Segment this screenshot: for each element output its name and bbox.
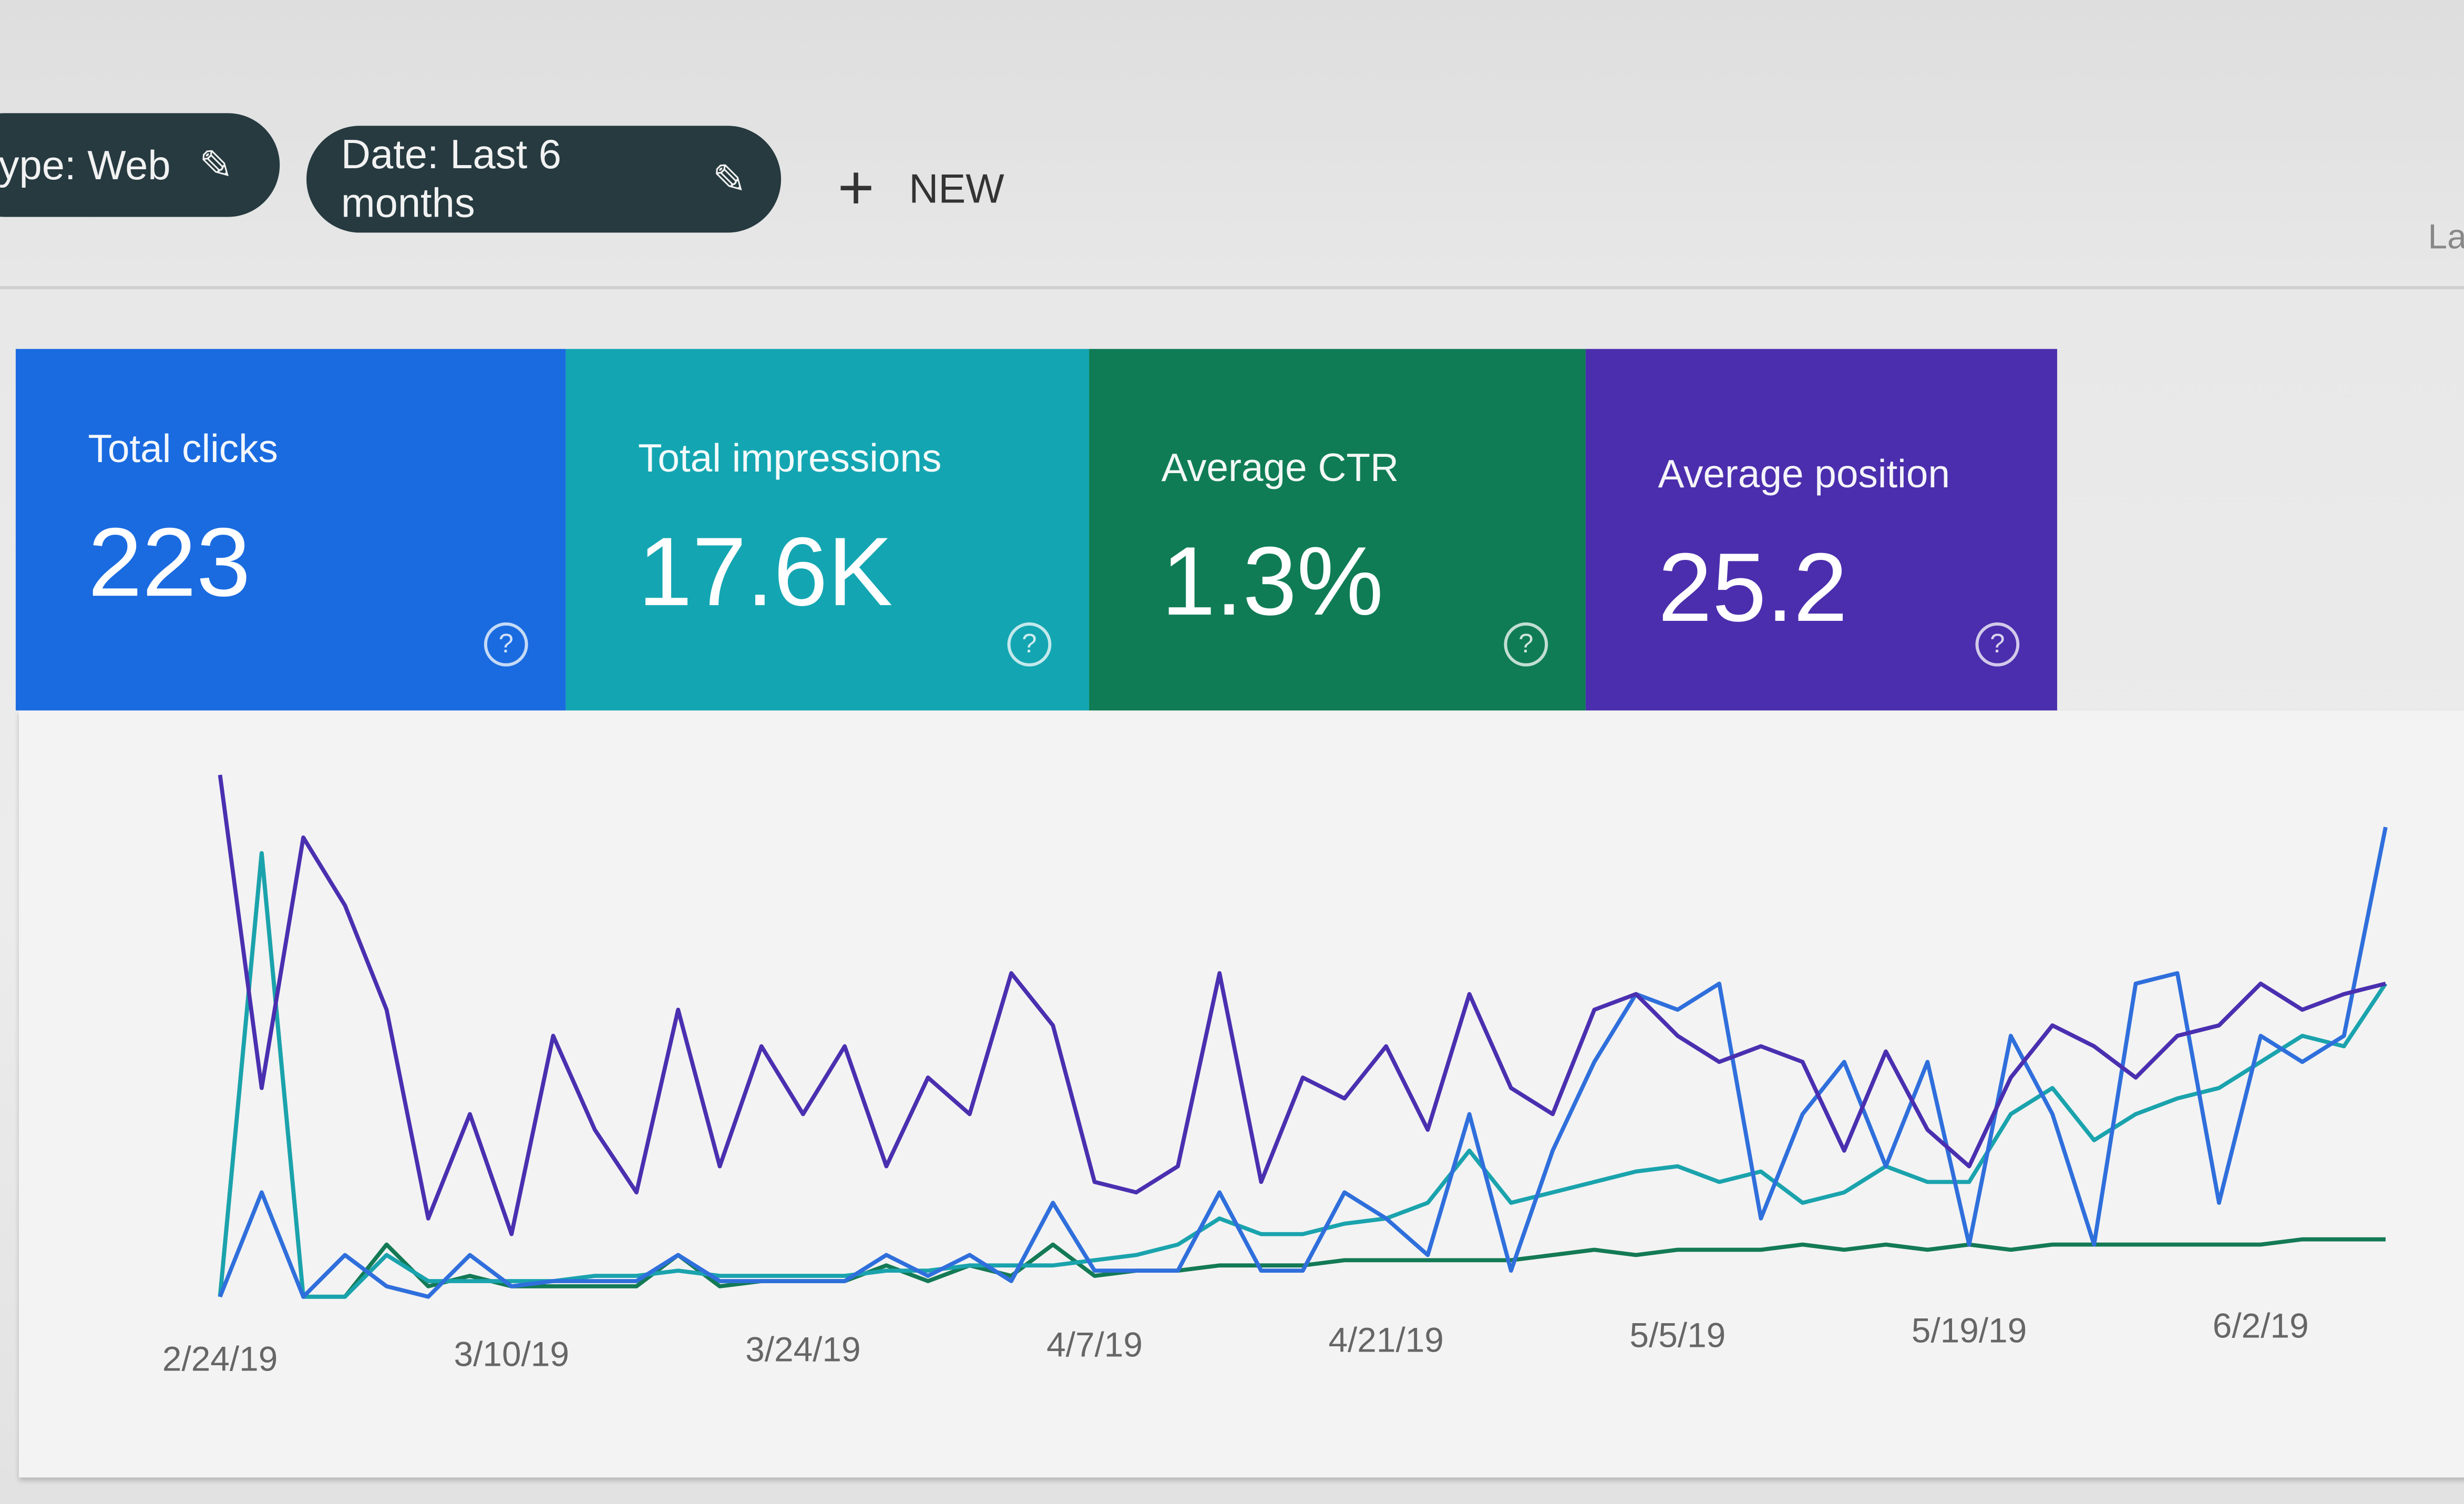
metric-label: Average position	[1658, 453, 1950, 497]
help-icon[interactable]: ?	[1504, 622, 1548, 667]
metric-label: Average CTR	[1161, 446, 1399, 490]
metric-card-total-impressions[interactable]: Total impressions 17.6K ?	[566, 349, 1090, 711]
truncated-label: La	[2428, 217, 2464, 257]
metric-label: Total impressions	[638, 437, 942, 481]
metric-card-average-ctr[interactable]: Average CTR 1.3% ?	[1089, 349, 1586, 711]
plus-icon: +	[837, 154, 875, 223]
x-tick-label: 3/10/19	[454, 1334, 569, 1373]
help-icon[interactable]: ?	[1975, 622, 2020, 667]
series-line-average-ctr	[218, 851, 2386, 1299]
pencil-icon[interactable]: ✎	[712, 155, 747, 202]
x-tick-label: 4/21/19	[1328, 1320, 1443, 1359]
filter-bar: type: Web ✎ Date: Last 6 months ✎ + NEW …	[0, 0, 2464, 290]
metric-value: 17.6K	[638, 518, 893, 628]
help-icon[interactable]: ?	[484, 622, 528, 667]
series-line-average-position	[218, 774, 2386, 1236]
x-tick-label: 4/7/19	[1046, 1325, 1143, 1364]
new-filter-button[interactable]: + NEW	[838, 157, 1004, 220]
metric-label: Total clicks	[88, 427, 278, 472]
x-tick-label: 2/24/19	[162, 1339, 278, 1378]
metric-value: 25.2	[1658, 534, 1848, 643]
series-line-total-clicks	[218, 826, 2388, 1299]
chip-label: type: Web	[0, 140, 171, 188]
date-filter-chip[interactable]: Date: Last 6 months ✎	[306, 126, 782, 233]
pencil-icon[interactable]: ✎	[199, 140, 233, 188]
metric-value: 223	[88, 509, 251, 618]
metric-value: 1.3%	[1161, 528, 1384, 637]
chip-label: Date: Last 6 months	[341, 130, 562, 227]
series-line-total-impressions	[218, 851, 2388, 1299]
new-label: NEW	[909, 164, 1004, 212]
search-type-filter-chip[interactable]: type: Web ✎	[0, 113, 280, 217]
x-tick-label: 5/19/19	[1912, 1311, 2027, 1349]
performance-line-chart[interactable]: 2/24/19 3/10/19 3/24/19 4/7/19 4/21/19 5/5/19…	[19, 710, 2464, 1477]
x-tick-label: 5/5/19	[1629, 1315, 1726, 1354]
help-icon[interactable]: ?	[1007, 622, 1052, 667]
performance-chart-panel: 2/24/19 3/10/19 3/24/19 4/7/19 4/21/19 5/5/19…	[18, 710, 2464, 1478]
metric-card-average-position[interactable]: Average position 25.2 ?	[1585, 349, 2057, 711]
x-tick-label: 6/2/19	[2213, 1306, 2309, 1345]
metric-card-total-clicks[interactable]: Total clicks 223 ?	[15, 349, 566, 711]
x-tick-label: 3/24/19	[745, 1329, 860, 1368]
